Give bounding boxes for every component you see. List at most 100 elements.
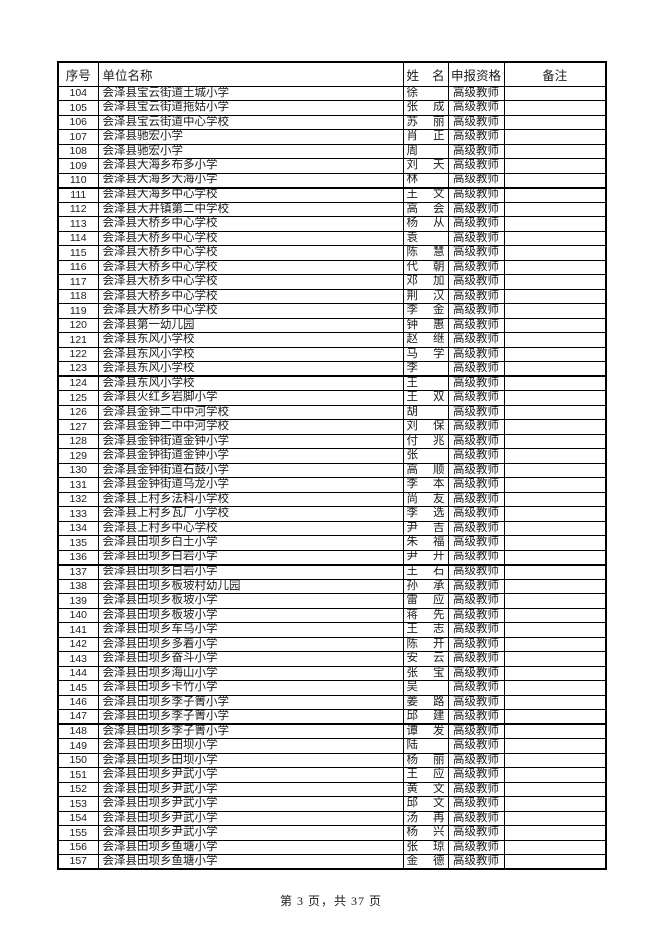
row-qualification: 高级教师	[447, 143, 505, 159]
row-person-name: 陈开	[402, 636, 449, 652]
row-seq: 106	[57, 114, 99, 130]
row-seq: 105	[57, 100, 99, 116]
row-person-name: 尹开	[402, 549, 449, 565]
person-name-text: 荆汉	[406, 289, 445, 302]
person-name-text: 邱建	[406, 709, 445, 722]
row-person-name: 李选	[402, 506, 449, 522]
person-name-text: 李本	[406, 478, 445, 490]
table-row: 151 会泽县田坝乡尹武小学王应高级教师	[57, 767, 607, 783]
row-seq: 155	[57, 825, 99, 841]
row-unit-name: 会泽县上村乡中心学校	[97, 520, 404, 536]
row-person-name: 蒋先	[402, 607, 449, 623]
row-qualification: 高级教师	[447, 607, 505, 623]
table-row: 155 会泽县田坝乡尹武小学杨兴高级教师	[57, 825, 607, 841]
row-seq: 144	[57, 665, 99, 681]
row-seq: 112	[57, 201, 99, 217]
row-seq: 129	[57, 448, 99, 464]
row-note	[503, 85, 607, 101]
table-row: 149 会泽县田坝乡田坝小学陆 高级教师	[57, 738, 607, 754]
row-person-name: 朱福	[402, 535, 449, 551]
row-note	[503, 201, 607, 217]
row-note	[503, 651, 607, 667]
row-seq: 152	[57, 781, 99, 797]
column-header-name: 姓 名	[402, 61, 449, 87]
row-qualification: 高级教师	[447, 390, 505, 406]
person-name-text: 高顺	[406, 463, 445, 476]
row-unit-name: 会泽县大桥乡中心学校	[97, 259, 404, 275]
row-qualification: 高级教师	[447, 839, 505, 855]
person-name-text: 赵继	[406, 333, 445, 345]
table-row: 144 会泽县田坝乡海山小学张宝高级教师	[57, 665, 607, 681]
person-name-text: 张琼	[406, 840, 445, 853]
row-unit-name: 会泽县大桥乡中心学校	[97, 245, 404, 261]
row-person-name: 邓加	[402, 274, 449, 290]
person-name-text: 朱福	[406, 536, 445, 548]
row-qualification: 高级教师	[447, 709, 505, 725]
row-unit-name: 会泽县田坝乡鱼塘小学	[97, 839, 404, 855]
table-row: 124 会泽县东风小学校王 高级教师	[57, 375, 607, 391]
row-note	[503, 346, 607, 362]
row-qualification: 高级教师	[447, 781, 505, 797]
person-name-text: 王石	[406, 565, 445, 578]
row-note	[503, 143, 607, 159]
person-name-text: 钟惠	[406, 318, 445, 331]
column-header-name-left: 姓	[406, 68, 420, 83]
column-header-seq: 序号	[57, 61, 99, 87]
row-unit-name: 会泽县金钟街道石鼓小学	[97, 462, 404, 478]
row-person-name: 杨丽	[402, 752, 449, 768]
row-note	[503, 563, 607, 580]
row-unit-name: 会泽县上村乡瓦厂小学校	[97, 506, 404, 522]
row-qualification: 高级教师	[447, 433, 505, 449]
row-seq: 108	[57, 143, 99, 159]
row-note	[503, 274, 607, 290]
row-note	[503, 259, 607, 275]
person-name-text: 谭发	[406, 724, 445, 737]
row-qualification: 高级教师	[447, 491, 505, 507]
row-note	[503, 491, 607, 507]
row-unit-name: 会泽县田坝乡白岩小学	[97, 549, 404, 565]
row-unit-name: 会泽县田坝乡白岩小学	[97, 563, 404, 580]
row-unit-name: 会泽县大海乡大海小学	[97, 172, 404, 188]
row-seq: 125	[57, 390, 99, 406]
row-note	[503, 854, 607, 870]
teacher-qualification-table: 序号 单位名称 姓 名 申报资格 备注 104 会泽县宝云街道土城小学徐高级教师 1…	[57, 61, 607, 870]
row-qualification: 高级教师	[447, 303, 505, 319]
person-name-text: 姜路	[406, 695, 445, 708]
row-qualification: 高级教师	[447, 593, 505, 609]
row-note	[503, 810, 607, 826]
row-note	[503, 129, 607, 145]
row-person-name: 王文	[402, 186, 449, 203]
column-header-note: 备注	[503, 61, 607, 87]
table-row: 154 会泽县田坝乡尹武小学汤再高级教师	[57, 810, 607, 826]
row-seq: 116	[57, 259, 99, 275]
person-name-text: 王	[406, 376, 419, 389]
row-qualification: 高级教师	[447, 506, 505, 522]
row-qualification: 高级教师	[447, 767, 505, 783]
row-note	[503, 404, 607, 420]
row-person-name: 高会	[402, 201, 449, 217]
row-seq: 142	[57, 636, 99, 652]
row-seq: 123	[57, 361, 99, 377]
row-person-name: 金德	[402, 854, 449, 870]
row-qualification: 高级教师	[447, 723, 505, 739]
row-qualification: 高级教师	[447, 114, 505, 130]
row-seq: 150	[57, 752, 99, 768]
row-unit-name: 会泽县田坝乡白土小学	[97, 535, 404, 551]
table-body: 104 会泽县宝云街道土城小学徐高级教师 105 会泽县宝云街道拖姑小学张成高级教师 1…	[57, 85, 607, 870]
table-row: 132 会泽县上村乡法科小学校尚友高级教师	[57, 491, 607, 507]
row-unit-name: 会泽县田坝乡田坝小学	[97, 752, 404, 768]
table-row: 129 会泽县金钟街道金钟小学张 高级教师	[57, 448, 607, 464]
table-row: 120 会泽县第一幼儿园钟惠高级教师	[57, 317, 607, 333]
row-note	[503, 448, 607, 464]
row-qualification: 高级教师	[447, 100, 505, 116]
row-qualification: 高级教师	[447, 186, 505, 203]
row-note	[503, 549, 607, 565]
table-row: 123 会泽县东风小学校李 高级教师	[57, 361, 607, 377]
row-note	[503, 607, 607, 623]
person-name-text: 付兆	[406, 434, 445, 447]
row-person-name: 王	[402, 375, 449, 391]
row-qualification: 高级教师	[447, 332, 505, 348]
table-row: 108 会泽县驰宏小学周 高级教师	[57, 143, 607, 159]
row-unit-name: 会泽县田坝乡尹武小学	[97, 825, 404, 841]
person-name-text: 蒋先	[406, 608, 445, 621]
